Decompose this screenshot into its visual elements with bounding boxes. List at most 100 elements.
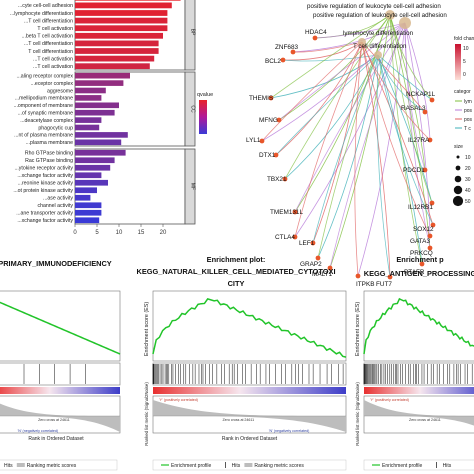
bar (75, 80, 124, 86)
category-label: ...mellipodium membrane (15, 96, 73, 102)
category-label: ...T cell activation (33, 56, 73, 62)
enrichment-profile-line (363, 297, 474, 355)
negative-label: 'N' (negatively correlated) (18, 429, 59, 433)
gene-node (310, 240, 316, 246)
network-edge (376, 54, 391, 278)
x-tick-label: 5 (95, 230, 99, 236)
ranking-metric-area (364, 400, 474, 426)
legend-title: categor (454, 89, 471, 95)
bar (75, 187, 97, 194)
legend-tick: 0 (463, 72, 466, 78)
legend-entry: pos (464, 117, 473, 123)
gene-label: RASAL3 (401, 105, 426, 112)
bar (75, 217, 100, 224)
zero-cross-label: Zero cross at 24611 (409, 418, 441, 422)
category-label: ...deacetylase complex (20, 118, 73, 124)
gene-label: IL12RB1 (408, 204, 433, 211)
gene-label: GATA3 (410, 238, 430, 245)
category-label: ...plasma membrane (26, 140, 73, 146)
gene-label: CTLA4 (275, 234, 295, 241)
bar (75, 87, 106, 94)
facet-strip (184, 148, 196, 225)
gene-label: BCL2 (265, 58, 281, 65)
bar (75, 209, 102, 216)
gsea-title: CITY (228, 279, 245, 288)
legend-box (363, 459, 474, 471)
category-label: ...T cell activation (33, 64, 73, 70)
gene-node (276, 117, 282, 123)
gene-label: PDCD1 (403, 167, 425, 174)
gene-node (290, 49, 296, 55)
network-edge (329, 14, 391, 269)
legend-title: size (454, 144, 463, 150)
x-axis-label: Rank in Ordered Dataset (28, 436, 84, 442)
gsea-title: Enrichment plot: (207, 255, 266, 264)
gene-label: PRKCQ (410, 250, 433, 257)
y-axis-label: Enrichment score (ES) (355, 302, 361, 356)
gene-label: LEF1 (299, 240, 315, 247)
term-label: lymphocyte differentiation (343, 30, 414, 37)
ranked-metric-frame (152, 395, 347, 434)
category-label: ...of synaptic membrane (18, 111, 73, 117)
bar (75, 202, 102, 209)
es-frame (363, 290, 474, 362)
category-label: ...T cell differentiation (24, 41, 73, 47)
y-axis-label: Enrichment score (ES) (144, 302, 150, 356)
network-edge (292, 22, 406, 53)
bar (75, 164, 111, 171)
network-edge (389, 14, 433, 204)
facet-strip-label: CC (190, 105, 196, 113)
gene-node (355, 273, 361, 279)
bar (75, 10, 168, 16)
gene-node (430, 222, 436, 228)
network-edge (404, 22, 426, 171)
network-edge (317, 54, 379, 259)
x-tick-label: 0 (73, 230, 77, 236)
network-edge (294, 22, 406, 238)
gene-label: DTX1 (259, 152, 276, 159)
hits-frame (0, 362, 121, 386)
term-label: T cell differentiation (353, 43, 407, 50)
legend-title: fold chan (454, 36, 474, 42)
legend-size-dot (456, 155, 460, 159)
legend-entry: Hits (443, 463, 452, 469)
legend-entry: Enrichment profile (171, 463, 212, 469)
legend-entry: Ranking metric scores (27, 463, 77, 469)
legend-entry: Ranking metric scores (254, 463, 304, 469)
ranking-colorbar (0, 387, 120, 394)
network-edge (261, 22, 406, 142)
network-edge (292, 41, 363, 53)
ranked-y-label: Ranked list metric (Signal2Noise) (144, 382, 149, 446)
network-edge (361, 41, 426, 113)
legend-entry: Hits (232, 463, 241, 469)
legend-entry: pos (464, 108, 473, 114)
legend-box (0, 459, 118, 471)
bar (75, 63, 150, 70)
ranking-colorbar (153, 387, 346, 394)
gsea-title: Enrichment p (396, 255, 444, 264)
bar (75, 102, 119, 109)
network-edge (270, 14, 391, 99)
zero-cross-label: Zero cross at 24611 (38, 418, 70, 422)
bar (75, 124, 100, 131)
positive-label: 'Y' (positively correlated) (370, 398, 409, 402)
category-label: Rac GTPase binding (25, 158, 73, 164)
gsea-plots: PRIMARY_IMMUNODEFICIENCY Zero cross at 24… (0, 255, 474, 471)
gsea-title: PRIMARY_IMMUNODEFICIENCY (0, 259, 112, 268)
category-label: ...T cell differentiation (24, 18, 73, 24)
network-edge (275, 54, 379, 156)
gene-node (273, 152, 279, 158)
legend-tick: 5 (463, 59, 466, 65)
ranking-metric-area (0, 403, 120, 432)
gene-node (327, 265, 333, 271)
category-label: ...cyte cell-cell adhesion (18, 3, 73, 9)
network-edge (294, 41, 363, 238)
network-edge (361, 41, 431, 141)
network-edge (361, 41, 391, 278)
negative-label: 'N' (negatively correlated) (269, 429, 310, 433)
category-label: T cell differentiation (28, 49, 73, 55)
network-edge (377, 54, 434, 226)
legend-colorbar (199, 100, 207, 134)
x-axis-label: Rank in Ordered Dataset (222, 436, 278, 442)
ranking-colorbar (364, 387, 474, 394)
